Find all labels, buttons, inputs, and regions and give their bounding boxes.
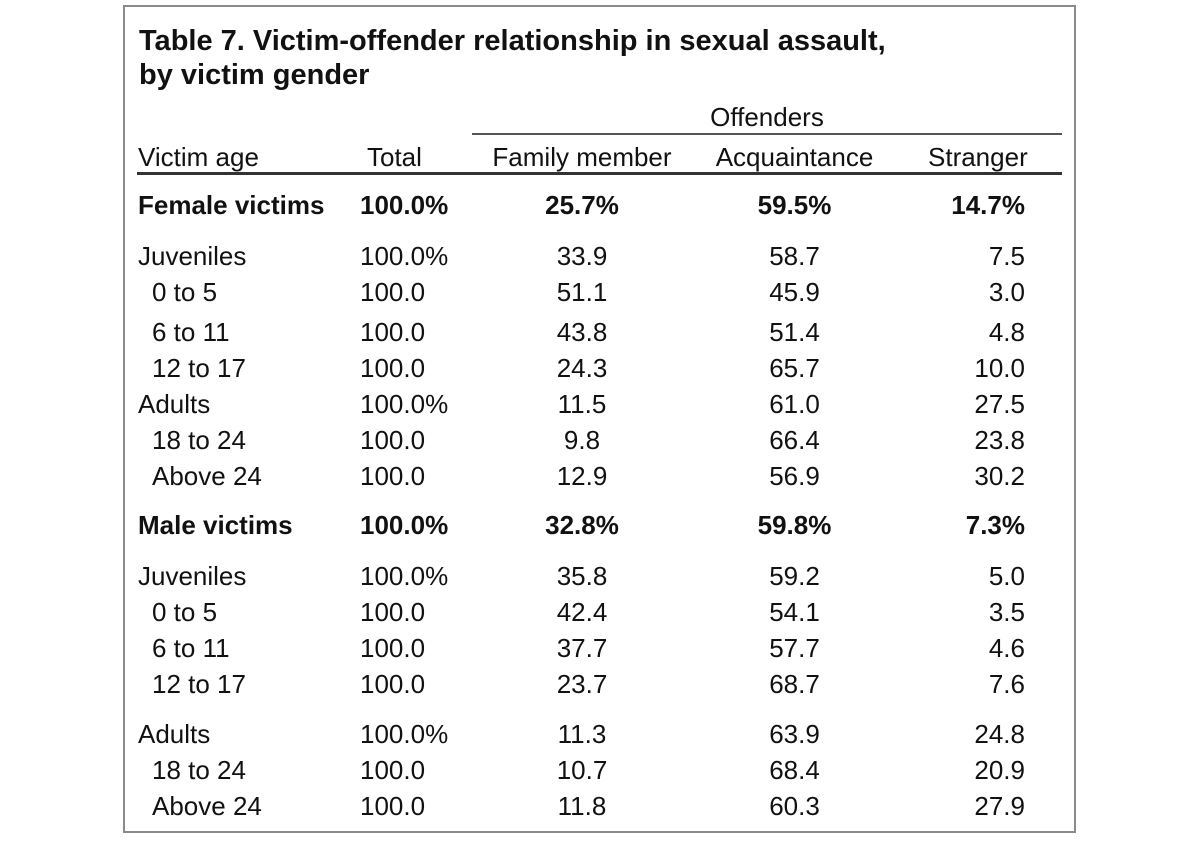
row-acquaintance: 45.9 [769, 277, 820, 307]
row-stranger: 4.8 [988, 317, 1025, 347]
row-label: 12 to 17 [152, 353, 246, 383]
table-title-line-2: by victim gender [139, 59, 370, 91]
row-acquaintance: 61.0 [769, 389, 820, 419]
header-family-member: Family member [492, 142, 672, 172]
row-family-member: 24.3 [556, 353, 608, 383]
row-total: 100.0 [360, 317, 426, 347]
row-acquaintance: 51.4 [769, 317, 820, 347]
row-label: 12 to 17 [152, 669, 246, 699]
row-acquaintance: 68.7 [769, 669, 820, 699]
row-acquaintance: 65.7 [769, 353, 820, 383]
row-acquaintance: 59.5% [757, 190, 832, 220]
row-total: 100.0 [360, 669, 426, 699]
table-title-line-1: Table 7. Victim-offender relationship in… [139, 25, 886, 57]
row-family-member: 23.7 [556, 669, 608, 699]
row-total: 100.0 [360, 353, 426, 383]
row-stranger: 3.5 [988, 597, 1025, 627]
row-label: Male victims [138, 510, 293, 540]
row-family-member: 32.8% [545, 510, 619, 540]
offenders-group-header: Offenders [710, 102, 824, 132]
header-total: Total [367, 142, 422, 172]
row-stranger: 3.0 [988, 277, 1025, 307]
table-frame [123, 5, 1076, 833]
row-stranger: 27.9 [974, 791, 1025, 821]
row-stranger: 7.6 [988, 669, 1025, 699]
row-label: Adults [138, 719, 211, 749]
row-total: 100.0% [360, 241, 449, 271]
row-stranger: 5.0 [988, 561, 1025, 591]
row-stranger: 7.3% [965, 510, 1025, 540]
row-total: 100.0% [360, 389, 449, 419]
header-rule [137, 172, 1062, 175]
row-stranger: 20.9 [974, 755, 1025, 785]
row-acquaintance: 56.9 [769, 461, 820, 491]
header-stranger: Stranger [928, 142, 1028, 172]
row-acquaintance: 66.4 [769, 425, 820, 455]
offenders-rule [472, 133, 1062, 135]
row-acquaintance: 59.8% [757, 510, 832, 540]
row-acquaintance: 59.2 [769, 561, 820, 591]
row-family-member: 9.8 [563, 425, 601, 455]
row-acquaintance: 57.7 [769, 633, 820, 663]
row-total: 100.0% [360, 510, 449, 540]
row-acquaintance: 68.4 [769, 755, 820, 785]
row-acquaintance: 60.3 [769, 791, 820, 821]
row-family-member: 35.8 [556, 561, 608, 591]
row-stranger: 4.6 [988, 633, 1025, 663]
row-total: 100.0 [360, 461, 426, 491]
row-acquaintance: 58.7 [769, 241, 820, 271]
row-total: 100.0% [360, 561, 449, 591]
row-label: 18 to 24 [152, 755, 246, 785]
row-stranger: 23.8 [974, 425, 1025, 455]
row-stranger: 14.7% [951, 190, 1025, 220]
row-family-member: 43.8 [556, 317, 608, 347]
row-label: 6 to 11 [152, 633, 230, 663]
row-label: Above 24 [152, 461, 262, 491]
row-label: Female victims [138, 190, 325, 220]
row-family-member: 25.7% [545, 190, 619, 220]
row-label: 0 to 5 [152, 597, 218, 627]
row-label: Juveniles [138, 561, 247, 591]
row-family-member: 42.4 [556, 597, 608, 627]
row-family-member: 37.7 [556, 633, 608, 663]
row-stranger: 27.5 [974, 389, 1025, 419]
row-family-member: 12.9 [556, 461, 608, 491]
row-stranger: 30.2 [974, 461, 1025, 491]
header-victim-age: Victim age [138, 142, 259, 172]
row-acquaintance: 54.1 [769, 597, 820, 627]
row-stranger: 10.0 [974, 353, 1025, 383]
row-total: 100.0 [360, 633, 426, 663]
row-stranger: 7.5 [988, 241, 1025, 271]
row-acquaintance: 63.9 [769, 719, 820, 749]
row-total: 100.0% [360, 719, 449, 749]
row-total: 100.0 [360, 277, 426, 307]
row-total: 100.0 [360, 791, 426, 821]
header-acquaintance: Acquaintance [715, 142, 874, 172]
row-label: Above 24 [152, 791, 262, 821]
row-family-member: 10.7 [556, 755, 608, 785]
row-total: 100.0 [360, 425, 426, 455]
row-family-member: 11.5 [557, 389, 607, 419]
row-family-member: 33.9 [556, 241, 608, 271]
row-family-member: 11.8 [557, 791, 607, 821]
row-label: 0 to 5 [152, 277, 218, 307]
table-title: Table 7. Victim-offender relationship in… [139, 24, 886, 92]
row-total: 100.0% [360, 190, 449, 220]
row-total: 100.0 [360, 755, 426, 785]
row-stranger: 24.8 [974, 719, 1025, 749]
row-label: Juveniles [138, 241, 247, 271]
row-label: 6 to 11 [152, 317, 230, 347]
row-label: Adults [138, 389, 211, 419]
row-family-member: 11.3 [557, 719, 607, 749]
row-family-member: 51.1 [556, 277, 608, 307]
row-label: 18 to 24 [152, 425, 246, 455]
row-total: 100.0 [360, 597, 426, 627]
